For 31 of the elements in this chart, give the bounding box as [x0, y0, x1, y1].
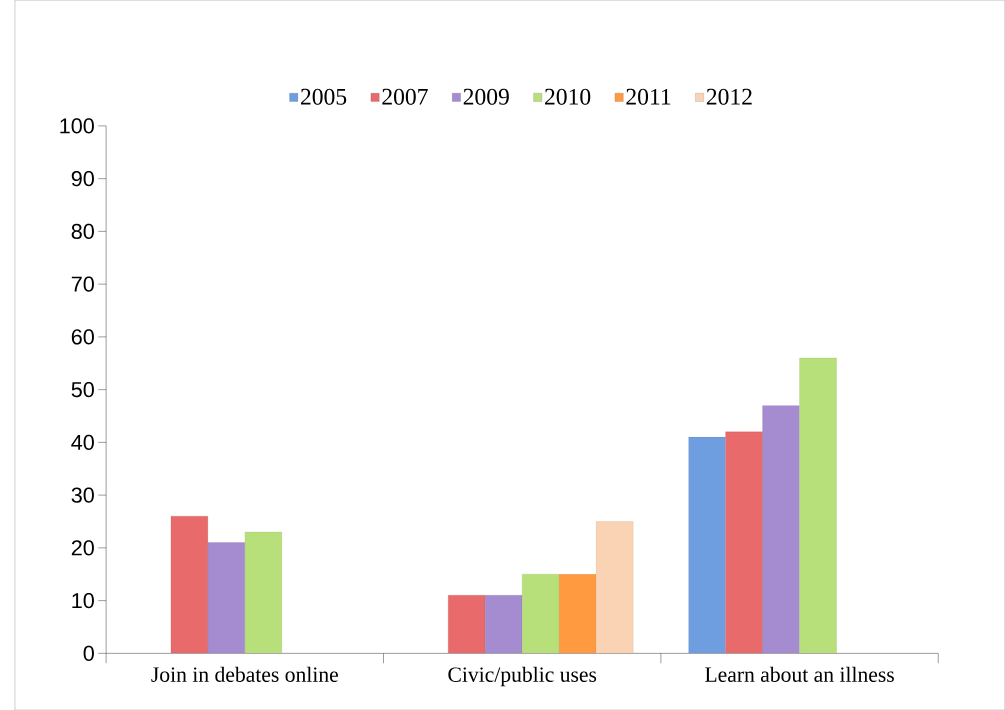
y-tick-label: 70: [71, 276, 94, 292]
y-tick-label: 30: [71, 487, 94, 503]
y-tick-label: 50: [71, 381, 94, 398]
x-tick-label: Civic/public uses: [448, 666, 597, 687]
y-tick-label: 0: [83, 645, 94, 661]
bar: [725, 431, 763, 654]
bar: [522, 574, 560, 654]
legend-label: 2011: [626, 88, 671, 105]
y-tick-label: 20: [71, 540, 94, 556]
bar: [596, 521, 634, 654]
y-tick-label: 40: [71, 434, 94, 450]
y-tick-label: 60: [71, 329, 94, 345]
legend-label: 2005: [301, 88, 347, 105]
bar: [207, 542, 245, 654]
legend-label: 2012: [706, 88, 752, 105]
legend-label: 2007: [382, 88, 428, 105]
y-tick-label: 90: [71, 170, 94, 187]
y-tick-label: 80: [71, 223, 94, 239]
x-tick-label: Learn about an illness: [705, 666, 894, 682]
bar: [799, 357, 837, 654]
legend-label: 2009: [463, 88, 509, 105]
legend-label: 2010: [545, 88, 591, 105]
y-tick-label: 10: [72, 592, 94, 609]
bar: [485, 595, 523, 654]
y-tick-label: 100: [60, 118, 94, 134]
bar: [762, 405, 800, 654]
bar: [448, 595, 486, 654]
bar: [244, 531, 282, 654]
x-tick-label: Join in debates online: [151, 666, 338, 682]
bar: [170, 516, 208, 654]
bar: [559, 574, 597, 654]
